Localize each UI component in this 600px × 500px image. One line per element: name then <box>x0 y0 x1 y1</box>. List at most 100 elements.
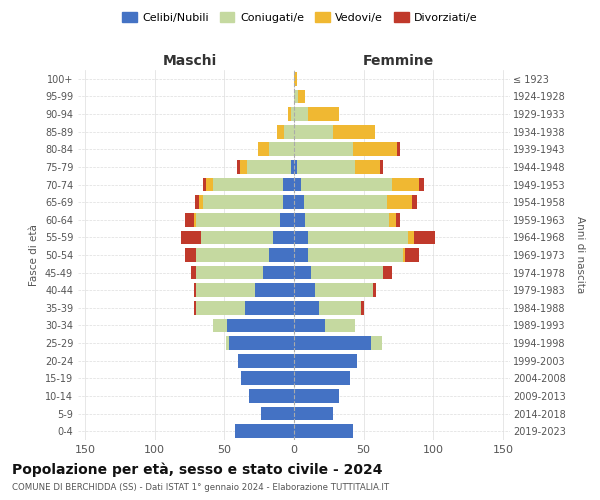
Bar <box>294 266 311 280</box>
Bar <box>291 160 294 174</box>
Bar <box>388 196 412 209</box>
Bar <box>194 284 196 297</box>
Bar <box>371 336 382 350</box>
Bar <box>353 142 397 156</box>
Bar <box>269 142 294 156</box>
Bar <box>213 178 283 192</box>
Bar <box>294 196 304 209</box>
Bar <box>305 213 389 226</box>
Bar <box>403 248 406 262</box>
Bar <box>294 248 308 262</box>
Bar <box>185 248 196 262</box>
Text: Maschi: Maschi <box>163 54 217 68</box>
Bar <box>294 301 319 314</box>
Bar <box>283 196 294 209</box>
Bar <box>226 336 229 350</box>
Bar <box>361 301 364 314</box>
Bar <box>311 266 383 280</box>
Bar <box>245 301 294 314</box>
Bar <box>304 196 388 209</box>
Bar <box>280 213 294 226</box>
Y-axis label: Anni di nascita: Anni di nascita <box>575 216 585 294</box>
Bar <box>258 142 269 156</box>
Bar <box>308 107 338 121</box>
Bar <box>200 230 273 244</box>
Y-axis label: Fasce di età: Fasce di età <box>29 224 39 286</box>
Bar <box>325 318 355 332</box>
Bar <box>255 284 294 297</box>
Bar <box>294 107 308 121</box>
Bar <box>319 301 361 314</box>
Bar <box>206 178 213 192</box>
Bar <box>196 301 245 314</box>
Bar <box>294 230 308 244</box>
Bar <box>294 318 325 332</box>
Bar <box>238 354 294 368</box>
Bar <box>294 284 315 297</box>
Bar <box>263 266 294 280</box>
Bar <box>195 196 199 209</box>
Bar <box>277 125 284 138</box>
Legend: Celibi/Nubili, Coniugati/e, Vedovi/e, Divorziati/e: Celibi/Nubili, Coniugati/e, Vedovi/e, Di… <box>118 8 482 28</box>
Bar <box>203 178 206 192</box>
Text: Popolazione per età, sesso e stato civile - 2024: Popolazione per età, sesso e stato civil… <box>12 462 383 477</box>
Bar <box>260 406 294 420</box>
Bar <box>355 160 380 174</box>
Bar <box>283 178 294 192</box>
Bar <box>194 213 196 226</box>
Bar <box>294 424 353 438</box>
Bar <box>294 354 357 368</box>
Bar <box>227 318 294 332</box>
Bar <box>284 125 294 138</box>
Bar <box>269 248 294 262</box>
Bar <box>397 142 400 156</box>
Bar <box>291 107 294 121</box>
Bar <box>294 389 338 403</box>
Text: Femmine: Femmine <box>363 54 434 68</box>
Bar <box>297 160 355 174</box>
Bar <box>294 372 350 385</box>
Bar <box>294 125 333 138</box>
Bar <box>315 284 373 297</box>
Bar <box>373 284 376 297</box>
Bar <box>392 178 419 192</box>
Bar <box>308 230 408 244</box>
Bar <box>239 160 247 174</box>
Bar <box>203 196 283 209</box>
Bar <box>294 160 297 174</box>
Bar <box>301 178 392 192</box>
Bar <box>294 90 298 104</box>
Bar <box>419 178 424 192</box>
Bar <box>406 248 419 262</box>
Bar <box>294 406 333 420</box>
Bar <box>247 160 291 174</box>
Bar <box>181 230 200 244</box>
Bar <box>199 196 203 209</box>
Bar <box>333 125 375 138</box>
Bar <box>308 248 403 262</box>
Bar <box>294 213 305 226</box>
Bar <box>298 90 305 104</box>
Bar <box>235 424 294 438</box>
Bar <box>241 372 294 385</box>
Bar <box>408 230 414 244</box>
Bar <box>389 213 396 226</box>
Bar <box>412 196 416 209</box>
Bar <box>289 107 291 121</box>
Bar <box>196 213 280 226</box>
Bar <box>196 266 263 280</box>
Bar <box>250 389 294 403</box>
Bar <box>396 213 400 226</box>
Bar <box>380 160 383 174</box>
Bar <box>294 142 353 156</box>
Bar <box>294 72 297 86</box>
Bar <box>213 318 227 332</box>
Bar <box>191 266 196 280</box>
Bar <box>383 266 392 280</box>
Bar <box>237 160 239 174</box>
Bar <box>185 213 194 226</box>
Bar <box>194 301 196 314</box>
Bar <box>294 178 301 192</box>
Bar <box>273 230 294 244</box>
Bar <box>294 336 371 350</box>
